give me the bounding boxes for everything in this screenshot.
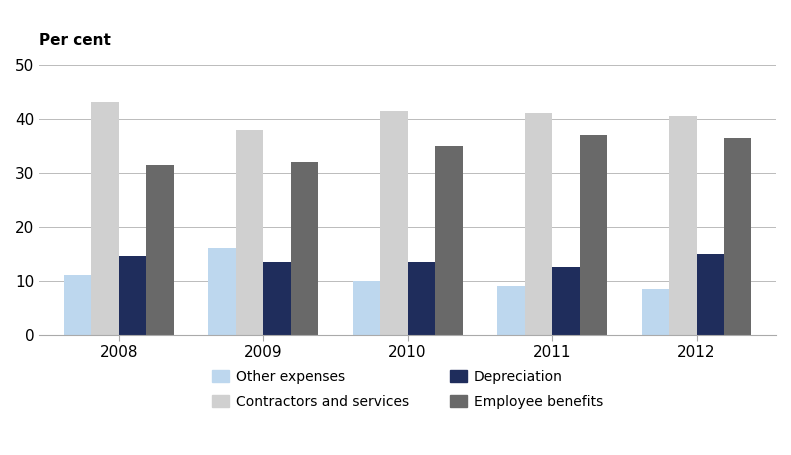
Bar <box>552 267 580 335</box>
Bar <box>697 254 724 335</box>
Bar <box>524 113 552 335</box>
Bar <box>498 286 524 335</box>
Bar <box>236 130 263 335</box>
Bar <box>64 275 91 335</box>
Bar <box>91 102 119 335</box>
Bar <box>146 165 173 335</box>
Bar <box>724 137 751 335</box>
Bar <box>642 289 669 335</box>
Bar <box>290 162 318 335</box>
Bar <box>119 257 146 335</box>
Legend: Other expenses, Contractors and services, Depreciation, Employee benefits: Other expenses, Contractors and services… <box>206 364 609 415</box>
Bar <box>353 281 380 335</box>
Bar <box>580 135 607 335</box>
Text: Per cent: Per cent <box>40 34 111 49</box>
Bar <box>208 248 236 335</box>
Bar <box>407 262 435 335</box>
Bar <box>263 262 290 335</box>
Bar <box>435 146 463 335</box>
Bar <box>380 111 407 335</box>
Bar <box>669 116 697 335</box>
